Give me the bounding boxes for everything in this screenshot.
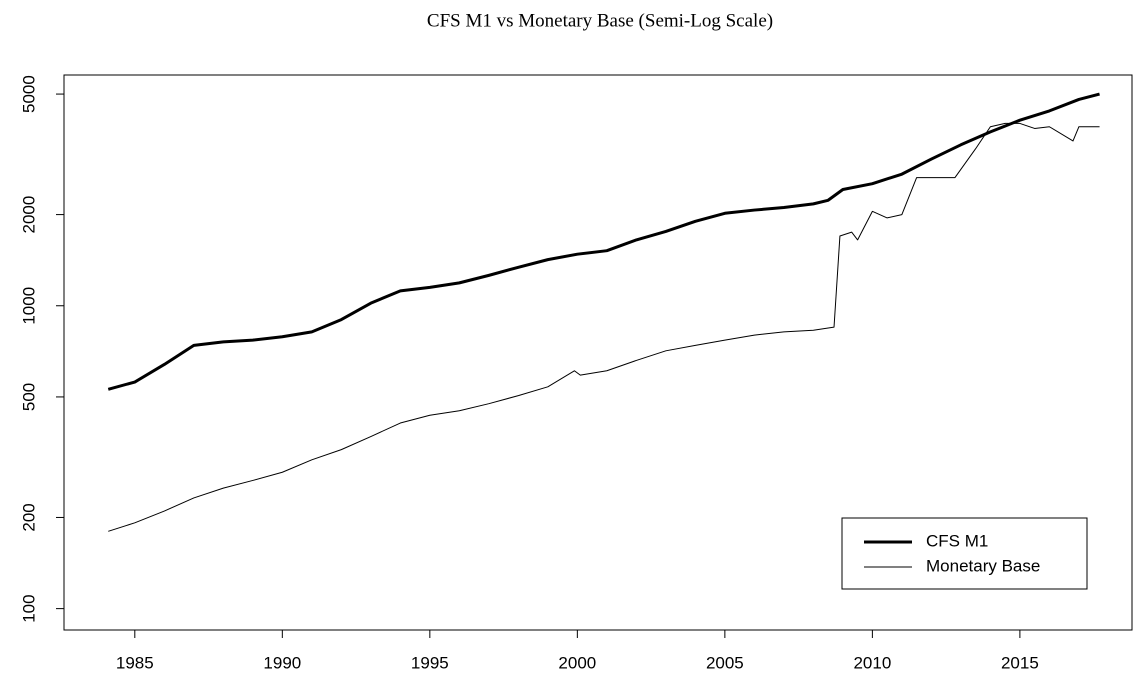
y-tick-label: 100	[19, 594, 38, 622]
x-tick-label: 2010	[853, 653, 891, 672]
chart-title: CFS M1 vs Monetary Base (Semi-Log Scale)	[427, 10, 773, 31]
legend-label: Monetary Base	[926, 556, 1040, 575]
y-tick-label: 1000	[19, 287, 38, 325]
y-tick-label: 200	[19, 503, 38, 531]
y-tick-label: 2000	[19, 196, 38, 234]
legend-label: CFS M1	[926, 531, 988, 550]
y-tick-label: 500	[19, 383, 38, 411]
plot-frame	[63, 74, 1133, 631]
series-line	[107, 92, 1100, 391]
x-tick-label: 2005	[706, 653, 744, 672]
legend-box	[841, 517, 1088, 590]
x-tick-label: 1995	[411, 653, 449, 672]
series-line	[108, 122, 1100, 532]
x-tick-label: 1990	[263, 653, 301, 672]
y-tick-label: 5000	[19, 75, 38, 113]
x-tick-label: 1985	[116, 653, 154, 672]
x-tick-label: 2000	[558, 653, 596, 672]
x-tick-label: 2015	[1001, 653, 1039, 672]
